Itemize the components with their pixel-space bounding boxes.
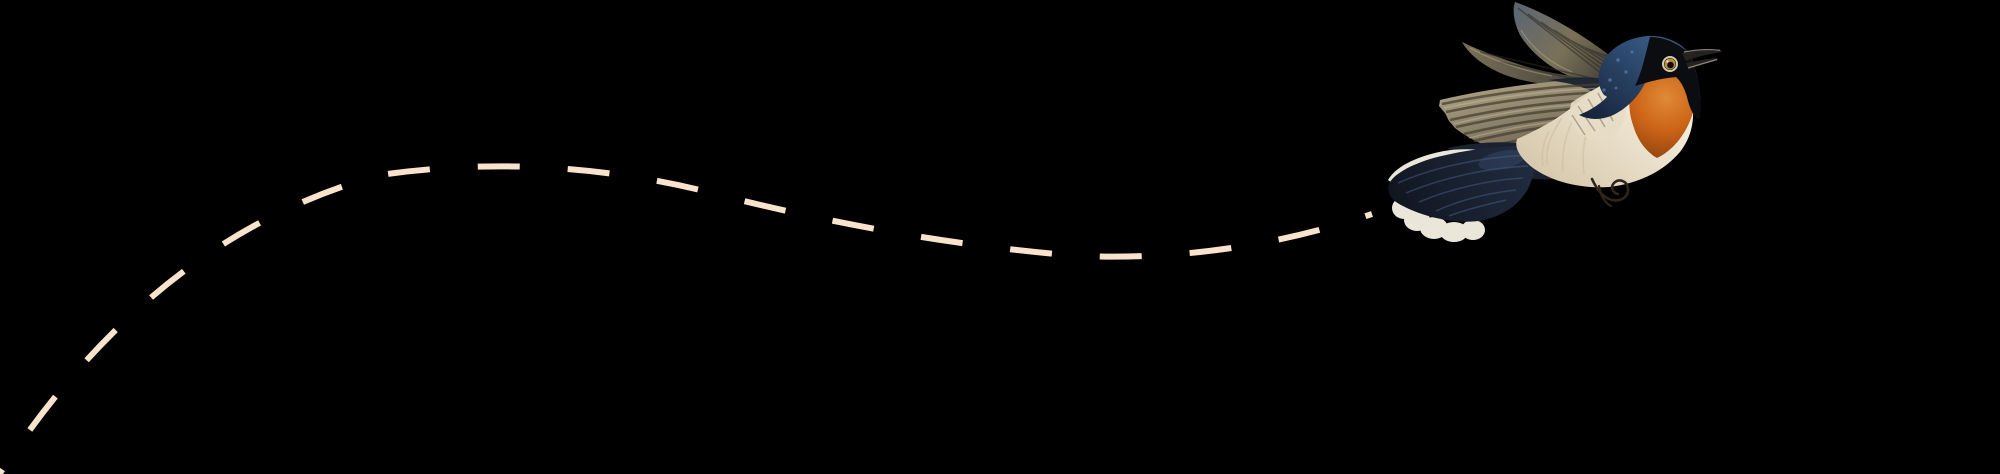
belly-shading-lines	[1541, 103, 1597, 175]
flight-path-line	[0, 163, 1373, 474]
near-wing-pale-lines	[1443, 87, 1627, 151]
bird-head	[1579, 35, 1701, 119]
eye-ring	[1662, 56, 1678, 72]
raised-wing-highlight	[1469, 29, 1573, 77]
foot-toe	[1597, 184, 1613, 208]
eye-glint	[1666, 60, 1669, 63]
head-black-mask	[1635, 37, 1701, 119]
foot-curled-claw	[1590, 177, 1630, 202]
tail-feathers	[1388, 145, 1537, 222]
eye-pupil	[1667, 61, 1674, 69]
tail-sheen-highlight	[1478, 149, 1526, 171]
beak-lower-edge	[1687, 58, 1718, 69]
bird-throat-patch	[1629, 60, 1697, 158]
bird-foot	[1590, 177, 1630, 208]
tail-white-tip	[1440, 222, 1468, 242]
speckle	[1614, 86, 1618, 90]
speckle	[1630, 50, 1634, 54]
neck-mantle	[1579, 39, 1652, 119]
speckle	[1616, 58, 1620, 62]
bird-illustration	[1388, 2, 1722, 242]
speckle	[1602, 88, 1606, 92]
raised-wing-feather-lines	[1479, 7, 1623, 84]
beak-top-highlight	[1683, 49, 1721, 53]
bird-eye	[1662, 56, 1678, 72]
bird-tail	[1388, 145, 1537, 242]
speckle	[1624, 70, 1628, 74]
speckle	[1608, 78, 1612, 82]
tail-white-tip	[1461, 220, 1485, 240]
nape-speckles	[1602, 50, 1634, 92]
bird-beak	[1682, 49, 1722, 69]
tail-feather-lines	[1397, 154, 1531, 217]
beak-upper	[1682, 49, 1722, 61]
